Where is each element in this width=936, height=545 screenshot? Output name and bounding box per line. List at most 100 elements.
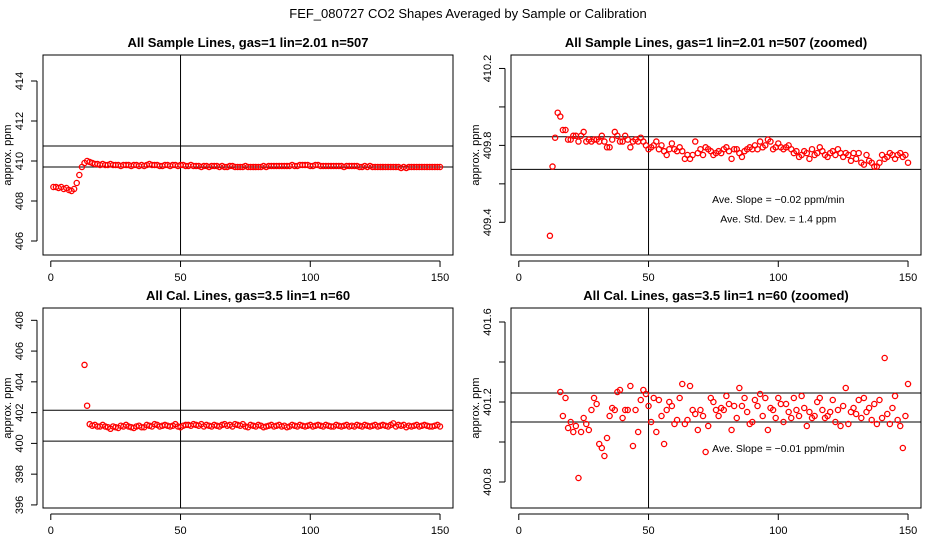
data-point xyxy=(559,126,567,134)
x-tick-label: 0 xyxy=(48,272,54,284)
data-point xyxy=(858,414,865,422)
x-tick-label: 100 xyxy=(769,272,787,284)
data-point xyxy=(894,416,901,424)
data-point xyxy=(868,416,875,424)
figure-title: FEF_080727 CO2 Shapes Averaged by Sample… xyxy=(289,6,646,21)
y-tick-label: 409.4 xyxy=(482,209,494,237)
data-point xyxy=(826,408,834,416)
data-point xyxy=(642,390,650,398)
data-point xyxy=(434,163,441,171)
data-point xyxy=(557,113,564,120)
data-point xyxy=(588,406,595,414)
panel-title: All Sample Lines, gas=1 lin=2.01 n=507 (… xyxy=(565,35,867,50)
data-point xyxy=(76,171,83,179)
data-point xyxy=(616,138,624,145)
data-point xyxy=(839,402,847,410)
x-tick-label: 150 xyxy=(431,272,449,284)
data-point xyxy=(580,414,587,422)
chart-panel-4: All Cal. Lines, gas=3.5 lin=1 n=60 (zoom… xyxy=(470,288,922,537)
data-point xyxy=(904,159,912,166)
data-point xyxy=(808,145,816,153)
data-point xyxy=(878,414,886,422)
y-axis-label: approx. ppm xyxy=(470,124,482,185)
data-point xyxy=(593,400,600,408)
data-point xyxy=(557,388,564,396)
data-point xyxy=(580,128,587,136)
x-tick-label: 0 xyxy=(516,272,522,284)
y-tick-label: 396 xyxy=(14,496,26,514)
annotation-text: Ave. Slope = −0.01 ppm/min xyxy=(712,443,844,455)
data-point xyxy=(811,412,818,420)
plot-frame xyxy=(42,54,454,256)
data-point xyxy=(606,144,613,151)
data-point xyxy=(762,394,769,402)
data-point xyxy=(842,384,849,392)
y-tick-label: 402 xyxy=(14,403,26,421)
y-tick-label: 400 xyxy=(14,434,26,452)
y-tick-label: 414 xyxy=(14,72,26,90)
data-point xyxy=(712,406,720,414)
data-point xyxy=(751,396,759,404)
data-point xyxy=(684,416,691,424)
data-point xyxy=(551,134,559,141)
data-point xyxy=(834,406,842,414)
data-point xyxy=(645,402,652,410)
data-point xyxy=(780,418,787,426)
data-point xyxy=(598,132,606,140)
data-point xyxy=(806,155,813,163)
panel-title: All Cal. Lines, gas=3.5 lin=1 n=60 (zoom… xyxy=(583,288,849,303)
data-point xyxy=(891,392,899,400)
data-point xyxy=(902,412,909,420)
data-point xyxy=(728,155,735,163)
data-point xyxy=(70,185,78,193)
data-point xyxy=(660,440,668,448)
data-point xyxy=(590,394,598,402)
data-point xyxy=(562,394,569,402)
data-point xyxy=(549,163,556,170)
y-tick-label: 412 xyxy=(14,112,26,130)
data-point xyxy=(865,404,873,412)
data-point xyxy=(710,398,717,406)
data-point xyxy=(884,410,891,418)
data-point xyxy=(743,408,751,416)
data-point xyxy=(691,138,699,145)
data-point xyxy=(769,406,777,414)
plot-frame xyxy=(510,307,922,509)
data-point xyxy=(699,151,707,159)
data-point xyxy=(772,414,779,422)
data-point xyxy=(876,159,883,166)
data-point xyxy=(756,390,764,398)
data-point xyxy=(733,414,741,422)
y-tick-label: 410.2 xyxy=(482,55,494,83)
data-point xyxy=(790,394,798,402)
data-point xyxy=(570,132,577,140)
panel-title: All Cal. Lines, gas=3.5 lin=1 n=60 xyxy=(146,288,350,303)
data-point xyxy=(764,426,772,434)
data-point xyxy=(793,406,800,414)
data-point xyxy=(720,406,728,414)
data-point xyxy=(546,232,554,240)
data-point xyxy=(570,428,577,436)
x-tick-label: 100 xyxy=(769,525,787,537)
data-point xyxy=(741,394,748,402)
data-point xyxy=(575,138,582,145)
y-tick-label: 400.8 xyxy=(482,468,494,496)
data-point xyxy=(562,126,569,134)
data-point xyxy=(572,422,580,430)
chart-panel-1: All Sample Lines, gas=1 lin=2.01 n=507 0 5… xyxy=(2,35,454,284)
data-point xyxy=(876,396,883,404)
data-point xyxy=(852,410,860,418)
data-point xyxy=(850,404,857,412)
data-point xyxy=(767,138,774,145)
data-point xyxy=(816,394,824,402)
data-point xyxy=(637,396,644,404)
data-point xyxy=(795,412,803,420)
data-point xyxy=(730,145,738,153)
data-point xyxy=(855,396,862,404)
x-tick-label: 0 xyxy=(516,525,522,537)
panel-title: All Sample Lines, gas=1 lin=2.01 n=507 xyxy=(128,35,369,50)
data-point xyxy=(806,408,813,416)
data-point xyxy=(598,444,606,452)
